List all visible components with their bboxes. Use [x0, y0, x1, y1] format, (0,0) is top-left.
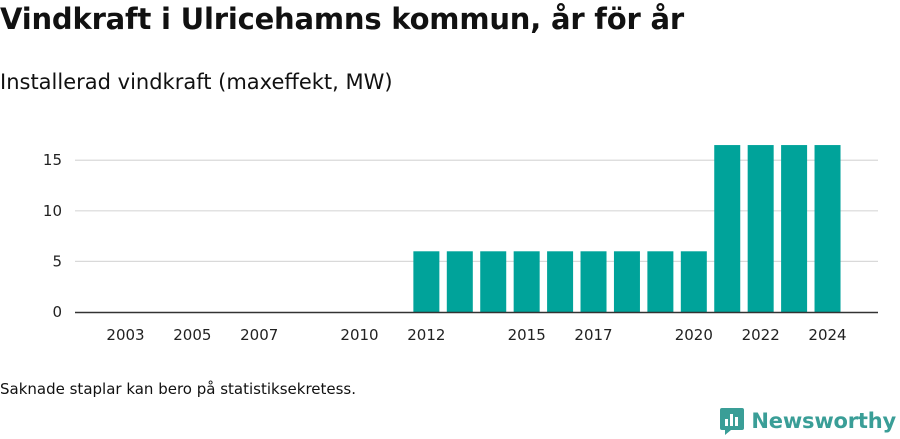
x-tick-label: 2012 — [407, 326, 445, 344]
bar — [680, 251, 707, 312]
bars — [413, 145, 841, 312]
bar — [480, 251, 507, 312]
y-axis-labels: 0 5 10 15 — [43, 151, 62, 321]
x-tick-label: 2017 — [574, 326, 612, 344]
x-axis-labels: 2003 2005 2007 2010 2012 2015 2017 2020 2022 2024 — [106, 326, 846, 344]
bar — [613, 251, 640, 312]
x-tick-label: 2005 — [173, 326, 211, 344]
x-tick-label: 2015 — [508, 326, 546, 344]
y-tick-label: 15 — [43, 151, 62, 169]
y-tick-label: 10 — [43, 202, 62, 220]
bar — [747, 145, 774, 312]
bar — [714, 145, 741, 312]
x-tick-label: 2022 — [742, 326, 780, 344]
bar — [413, 251, 440, 312]
y-tick-label: 0 — [52, 303, 62, 321]
brand-name: Newsworthy — [751, 409, 896, 433]
x-tick-label: 2003 — [106, 326, 144, 344]
bar — [580, 251, 607, 312]
x-tick-label: 2024 — [808, 326, 846, 344]
y-tick-label: 5 — [52, 252, 62, 270]
x-tick-label: 2007 — [240, 326, 278, 344]
footnote: Saknade staplar kan bero på statistiksek… — [0, 380, 357, 398]
x-tick-label: 2020 — [675, 326, 713, 344]
chart-title: Vindkraft i Ulricehamns kommun, år för å… — [0, 2, 684, 36]
bar — [781, 145, 808, 312]
bar — [513, 251, 540, 312]
x-tick-label: 2010 — [340, 326, 378, 344]
chart-subtitle: Installerad vindkraft (maxeffekt, MW) — [0, 70, 393, 94]
newsworthy-logo-icon — [720, 408, 745, 435]
bar — [547, 251, 574, 312]
gridlines — [75, 159, 878, 263]
bar — [446, 251, 473, 312]
bar — [814, 145, 841, 312]
brand-logo[interactable]: Newsworthy — [719, 406, 896, 436]
bar — [647, 251, 674, 312]
